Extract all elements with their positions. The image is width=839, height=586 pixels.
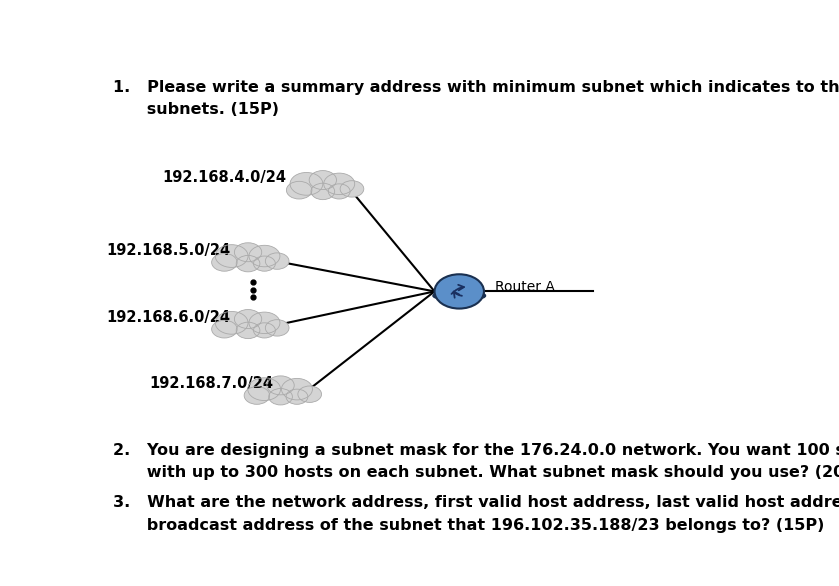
Text: 192.168.5.0/24: 192.168.5.0/24 (107, 243, 230, 258)
Circle shape (281, 379, 312, 400)
Circle shape (216, 245, 248, 267)
Text: 192.168.7.0/24: 192.168.7.0/24 (149, 376, 273, 391)
Circle shape (311, 183, 335, 200)
Text: 2.   You are designing a subnet mask for the 176.24.0.0 network. You want 100 su: 2. You are designing a subnet mask for t… (112, 442, 839, 480)
Circle shape (244, 387, 269, 404)
Circle shape (249, 312, 280, 333)
Circle shape (286, 181, 312, 199)
Circle shape (324, 173, 355, 195)
Circle shape (265, 253, 289, 270)
Circle shape (268, 389, 293, 405)
Circle shape (237, 322, 260, 339)
Circle shape (248, 378, 280, 400)
Circle shape (211, 254, 237, 271)
Circle shape (435, 274, 484, 309)
Circle shape (234, 243, 262, 262)
Ellipse shape (433, 291, 485, 301)
Text: 192.168.4.0/24: 192.168.4.0/24 (162, 170, 286, 185)
Circle shape (234, 309, 262, 329)
Circle shape (211, 321, 237, 338)
Circle shape (298, 386, 321, 403)
Circle shape (253, 323, 275, 338)
Circle shape (267, 376, 294, 395)
Text: 1.   Please write a summary address with minimum subnet which indicates to these: 1. Please write a summary address with m… (112, 80, 839, 117)
Circle shape (340, 180, 364, 197)
Circle shape (290, 172, 323, 195)
Circle shape (253, 256, 275, 271)
Circle shape (216, 311, 248, 334)
Circle shape (265, 320, 289, 336)
Text: Router A: Router A (495, 280, 555, 294)
Circle shape (249, 246, 280, 267)
Text: 192.168.6.0/24: 192.168.6.0/24 (107, 310, 230, 325)
Circle shape (310, 171, 336, 189)
Circle shape (237, 255, 260, 272)
Circle shape (328, 184, 350, 199)
Text: 3.   What are the network address, first valid host address, last valid host add: 3. What are the network address, first v… (112, 495, 839, 533)
Circle shape (286, 389, 308, 404)
